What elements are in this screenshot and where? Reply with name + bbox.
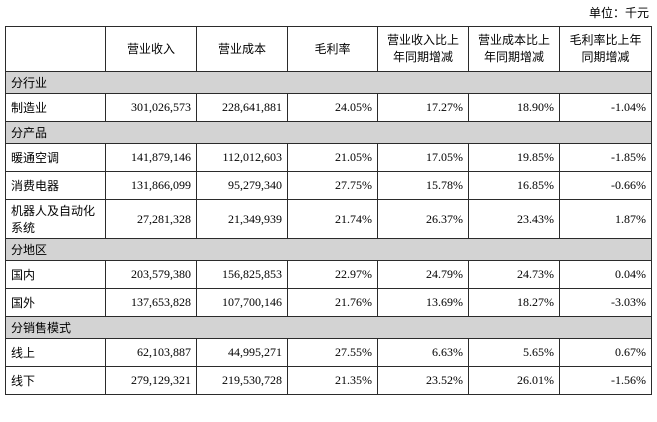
- value-cell: 21.76%: [287, 288, 378, 317]
- value-cell: 27.55%: [287, 338, 378, 367]
- value-cell: 137,653,828: [105, 288, 197, 317]
- column-header: 营业成本比上年同期增减: [468, 26, 560, 72]
- row-label: 线下: [5, 366, 106, 395]
- table-row: 线上 62,103,887 44,995,271 27.55% 6.63% 5.65% 0.…: [5, 338, 652, 367]
- value-cell: -1.56%: [559, 366, 652, 395]
- row-label: 制造业: [5, 93, 106, 122]
- value-cell: 24.79%: [377, 260, 469, 289]
- value-cell: 1.87%: [559, 199, 652, 239]
- value-cell: 19.85%: [468, 143, 560, 172]
- table-row: 国外 137,653,828 107,700,146 21.76% 13.69% 18.2…: [5, 288, 652, 317]
- section-label: 分销售模式: [5, 316, 652, 339]
- value-cell: 17.05%: [377, 143, 469, 172]
- value-cell: 21.74%: [287, 199, 378, 239]
- value-cell: 18.90%: [468, 93, 560, 122]
- value-cell: 141,879,146: [105, 143, 197, 172]
- table-row: 暖通空调 141,879,146 112,012,603 21.05% 17.05% 19…: [5, 143, 652, 172]
- row-label: 国内: [5, 260, 106, 289]
- row-label: 机器人及自动化系统: [5, 199, 106, 239]
- row-label: 线上: [5, 338, 106, 367]
- segment-results-table: 营业收入 营业成本 毛利率 营业收入比上年同期增减 营业成本比上年同期增减 毛利率比上年同…: [5, 26, 652, 395]
- value-cell: 21.35%: [287, 366, 378, 395]
- value-cell: 24.73%: [468, 260, 560, 289]
- row-label: 暖通空调: [5, 143, 106, 172]
- section-row: 分行业: [5, 71, 652, 94]
- column-header: 毛利率: [287, 26, 378, 72]
- table-header-row: 营业收入 营业成本 毛利率 营业收入比上年同期增减 营业成本比上年同期增减 毛利率比上年同…: [5, 26, 652, 72]
- section-label: 分产品: [5, 121, 652, 144]
- column-header-blank: [5, 26, 106, 72]
- value-cell: 95,279,340: [196, 171, 288, 200]
- unit-label: 单位：千元: [588, 6, 649, 20]
- value-cell: 24.05%: [287, 93, 378, 122]
- value-cell: 0.04%: [559, 260, 652, 289]
- column-header: 营业收入: [105, 26, 197, 72]
- value-cell: 18.27%: [468, 288, 560, 317]
- value-cell: 13.69%: [377, 288, 469, 317]
- value-cell: 23.43%: [468, 199, 560, 239]
- value-cell: 26.37%: [377, 199, 469, 239]
- row-label: 消费电器: [5, 171, 106, 200]
- section-row: 分产品: [5, 121, 652, 144]
- value-cell: 23.52%: [377, 366, 469, 395]
- value-cell: -3.03%: [559, 288, 652, 317]
- section-label: 分地区: [5, 238, 652, 261]
- table-row: 国内 203,579,380 156,825,853 22.97% 24.79% 24.7…: [5, 260, 652, 289]
- section-row: 分销售模式: [5, 316, 652, 339]
- column-header: 毛利率比上年同期增减: [559, 26, 652, 72]
- table-row: 线下 279,129,321 219,530,728 21.35% 23.52% 26.0…: [5, 366, 652, 395]
- value-cell: 301,026,573: [105, 93, 197, 122]
- value-cell: 21,349,939: [196, 199, 288, 239]
- row-label: 国外: [5, 288, 106, 317]
- value-cell: 17.27%: [377, 93, 469, 122]
- value-cell: 5.65%: [468, 338, 560, 367]
- column-header: 营业成本: [196, 26, 288, 72]
- value-cell: 6.63%: [377, 338, 469, 367]
- value-cell: -1.04%: [559, 93, 652, 122]
- section-row: 分地区: [5, 238, 652, 261]
- value-cell: 62,103,887: [105, 338, 197, 367]
- value-cell: 16.85%: [468, 171, 560, 200]
- value-cell: 0.67%: [559, 338, 652, 367]
- table-row: 消费电器 131,866,099 95,279,340 27.75% 15.78% 16.…: [5, 171, 652, 200]
- value-cell: 44,995,271: [196, 338, 288, 367]
- value-cell: 26.01%: [468, 366, 560, 395]
- value-cell: -1.85%: [559, 143, 652, 172]
- value-cell: 131,866,099: [105, 171, 197, 200]
- financial-report-page: 单位：千元 营业收入 营业成本 毛利率 营业收入比上年同期增减 营业成本比上年同期增减毛…: [5, 6, 652, 395]
- value-cell: 27.75%: [287, 171, 378, 200]
- table-row: 制造业 301,026,573 228,641,881 24.05% 17.27% 18.…: [5, 93, 652, 122]
- section-label: 分行业: [5, 71, 652, 94]
- value-cell: 228,641,881: [196, 93, 288, 122]
- value-cell: 203,579,380: [105, 260, 197, 289]
- value-cell: 112,012,603: [196, 143, 288, 172]
- value-cell: 156,825,853: [196, 260, 288, 289]
- value-cell: 27,281,328: [105, 199, 197, 239]
- column-header: 营业收入比上年同期增减: [377, 26, 469, 72]
- value-cell: 21.05%: [287, 143, 378, 172]
- value-cell: 107,700,146: [196, 288, 288, 317]
- table-body: 分行业 制造业 301,026,573 228,641,881 24.05% 17.27%…: [5, 71, 652, 395]
- value-cell: 22.97%: [287, 260, 378, 289]
- value-cell: 219,530,728: [196, 366, 288, 395]
- value-cell: -0.66%: [559, 171, 652, 200]
- value-cell: 279,129,321: [105, 366, 197, 395]
- table-row: 机器人及自动化系统 27,281,328 21,349,939 21.74% 26.37…: [5, 199, 652, 239]
- value-cell: 15.78%: [377, 171, 469, 200]
